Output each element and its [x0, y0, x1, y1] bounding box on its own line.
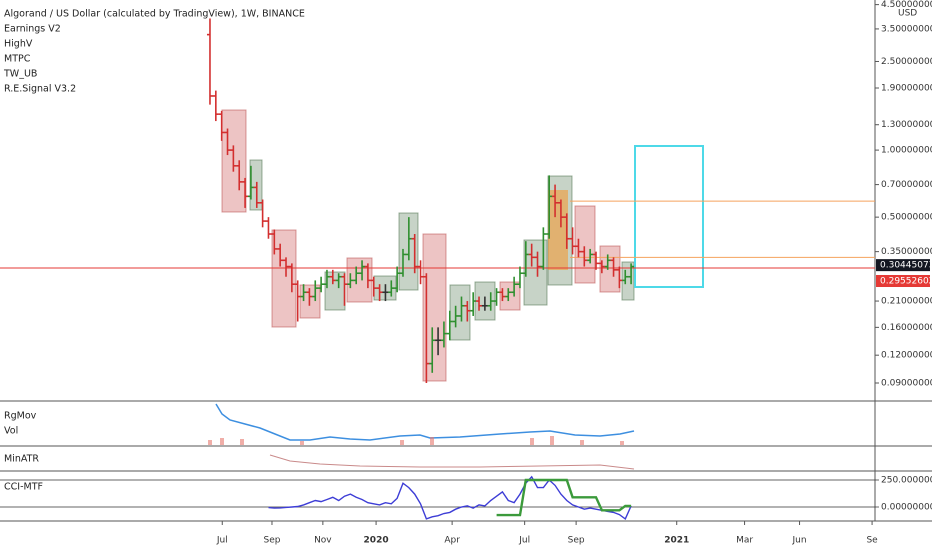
y-tick-label: 250.00000000 — [881, 476, 932, 486]
y-tick-label: 0.16000000 — [881, 323, 932, 333]
price-tag — [876, 259, 930, 272]
minatr-line — [269, 454, 635, 470]
y-tick-label: 1.90000000 — [881, 84, 932, 94]
x-tick-label: Sep — [263, 536, 280, 546]
rgmov-line — [215, 403, 635, 441]
y-tick-label: 0.12000000 — [881, 351, 932, 361]
y-tick-label: 0.50000000 — [881, 213, 932, 223]
box — [499, 281, 521, 311]
box — [324, 271, 346, 311]
box — [599, 245, 621, 293]
y-tick-label: 4.50000000 — [881, 0, 932, 10]
x-tick-label: Apr — [444, 536, 460, 546]
y-tick-label: 3.50000000 — [881, 24, 932, 34]
volume-bars — [208, 436, 624, 445]
x-tick-label: 2020 — [364, 536, 389, 546]
x-tick-label: Jul — [518, 536, 530, 546]
volume-bar — [240, 439, 244, 445]
pane-label: CCI-MTF — [4, 482, 43, 493]
volume-bar — [530, 438, 534, 445]
indicator-label: R.E.Signal V3.2 — [4, 84, 76, 95]
x-tick-label: Se — [866, 536, 878, 546]
x-tick-label: 2021 — [664, 536, 689, 546]
pane-label: Vol — [4, 426, 18, 437]
indicator-label: TW_UB — [3, 69, 37, 80]
cci-line — [496, 478, 632, 517]
y-tick-label: 0.09000000 — [881, 379, 932, 389]
volume-bar — [550, 436, 554, 445]
y-tick-label: 0.70000000 — [881, 180, 932, 190]
volume-bar — [400, 440, 404, 445]
volume-bar — [430, 437, 434, 445]
x-tick-label: Mar — [736, 536, 753, 546]
x-tick-label: Nov — [314, 536, 332, 546]
box — [548, 190, 568, 270]
volume-bar — [220, 438, 224, 445]
currency-label: USD — [898, 9, 917, 19]
y-tick-label: 2.50000000 — [881, 57, 932, 67]
y-tick-label: 0.35000000 — [881, 247, 932, 257]
volume-bar — [580, 440, 584, 445]
target-box — [634, 145, 704, 288]
chart-title: Algorand / US Dollar (calculated by Trad… — [4, 9, 305, 20]
x-tick-label: Jun — [792, 536, 807, 546]
y-tick-label: 0.00000000 — [881, 503, 932, 513]
signal-boxes — [221, 109, 704, 382]
indicator-label: HighV — [4, 39, 33, 50]
pane-label: MinATR — [4, 454, 39, 465]
volume-bar — [620, 441, 624, 445]
indicator-label: MTPC — [4, 54, 31, 65]
box — [574, 205, 596, 284]
box — [422, 233, 447, 382]
y-tick-label: 1.30000000 — [881, 120, 932, 130]
price-tag-label: 0.29552602 — [880, 277, 932, 287]
x-tick-label: Jul — [216, 536, 228, 546]
y-tick-label: 1.00000000 — [881, 146, 932, 156]
volume-bar — [208, 440, 212, 445]
pane-label: RgMov — [4, 411, 37, 422]
x-tick-label: Sep — [568, 536, 585, 546]
cci-line — [268, 475, 632, 520]
y-tick-label: 0.21000000 — [881, 297, 932, 307]
price-tag — [876, 275, 930, 288]
indicator-label: Earnings V2 — [4, 24, 61, 35]
price-tag-label: 0.30445073 — [880, 261, 932, 271]
volume-bar — [300, 441, 304, 445]
